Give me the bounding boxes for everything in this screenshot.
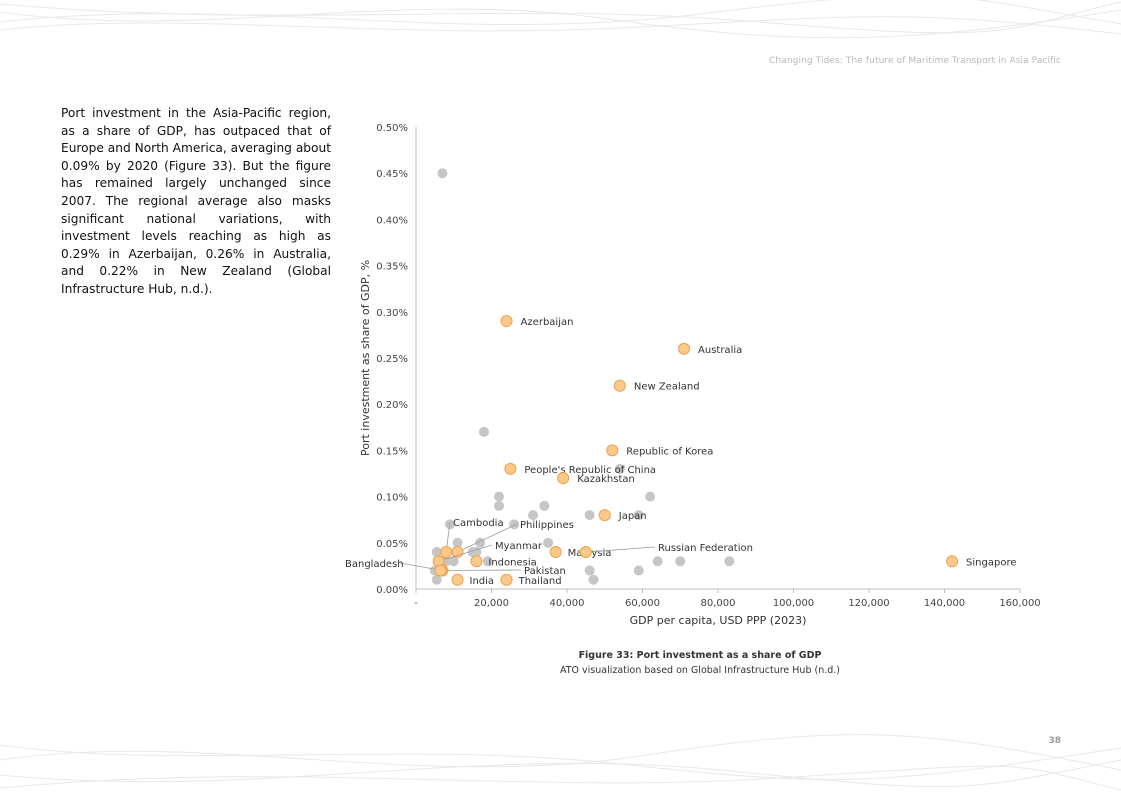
highlight-point <box>470 555 483 568</box>
figure-caption-source: ATO visualization based on Global Infras… <box>559 665 841 676</box>
highlight-point <box>557 472 570 485</box>
data-point <box>584 510 595 521</box>
data-point <box>588 574 599 585</box>
point-label: Azerbaijan <box>521 317 574 328</box>
point-label: Thailand <box>518 576 562 587</box>
highlight-point <box>946 555 959 568</box>
header-title: Changing Tides: The future of Maritime T… <box>769 56 1061 66</box>
data-point <box>645 491 656 502</box>
point-label: Australia <box>698 345 742 356</box>
highlight-point <box>440 546 453 559</box>
x-tick-label: 40,000 <box>550 598 585 609</box>
x-tick-label: 120,000 <box>848 598 889 609</box>
point-label: Japan <box>618 511 647 522</box>
data-point <box>614 463 625 474</box>
point-label: Cambodia <box>453 518 504 529</box>
x-tick-label: 160,000 <box>999 598 1040 609</box>
point-label: New Zealand <box>634 382 700 393</box>
figure-caption-title: Figure 33: Port investment as a share of… <box>578 650 822 661</box>
y-tick-label: 0.00% <box>376 585 408 596</box>
x-tick-label: 60,000 <box>625 598 660 609</box>
x-axis-label: GDP per capita, USD PPP (2023) <box>630 614 807 627</box>
point-label: Indonesia <box>488 557 536 568</box>
y-tick-label: 0.15% <box>376 446 408 457</box>
data-point <box>478 426 489 437</box>
data-point <box>675 556 686 567</box>
data-point <box>509 519 520 530</box>
highlight-point <box>504 462 517 475</box>
point-label: Kazakhstan <box>577 474 635 485</box>
scatter-chart: 0.00% 0.05% 0.10% 0.15% 0.20% 0.25% 0.30% 0.35%… <box>345 123 1041 627</box>
data-point <box>437 168 448 179</box>
highlight-point <box>451 573 464 586</box>
x-tick-label: 140,000 <box>924 598 965 609</box>
data-point <box>494 491 505 502</box>
point-label: Philippines <box>520 520 574 531</box>
point-label: Russian Federation <box>658 543 753 554</box>
point-label: Singapore <box>966 557 1016 568</box>
point-label: People's Republic of China <box>524 465 656 476</box>
y-tick-label: 0.25% <box>376 354 408 365</box>
highlight-point <box>434 564 447 577</box>
highlight-point <box>598 509 611 522</box>
page-number: 38 <box>1048 736 1061 746</box>
leader-line <box>585 546 656 553</box>
point-label: Bangladesh <box>345 559 404 570</box>
data-point <box>482 556 493 567</box>
highlight-point <box>549 546 562 559</box>
highlight-point <box>500 315 513 328</box>
data-point <box>584 565 595 576</box>
y-tick-label: 0.40% <box>376 215 408 226</box>
point-label: Republic of Korea <box>626 446 713 457</box>
y-tick-label: 0.05% <box>376 539 408 550</box>
x-tick-label: 80,000 <box>701 598 736 609</box>
body-paragraph: Port investment in the Asia-Pacific regi… <box>61 106 331 296</box>
highlight-point <box>579 546 592 559</box>
leader-line <box>438 544 493 562</box>
highlight-point <box>613 379 626 392</box>
y-tick-label: 0.50% <box>376 123 408 134</box>
y-axis-label: Port investment as share of GDP, % <box>359 260 372 456</box>
y-tick-label: 0.30% <box>376 308 408 319</box>
data-point <box>543 537 554 548</box>
data-point <box>633 565 644 576</box>
leader-line <box>457 523 518 553</box>
y-tick-label: 0.45% <box>376 169 408 180</box>
y-tick-label: 0.10% <box>376 493 408 504</box>
data-point <box>539 500 550 511</box>
x-tick-label: 20,000 <box>474 598 509 609</box>
y-tick-label: 0.35% <box>376 262 408 273</box>
data-point <box>528 510 539 521</box>
data-point <box>724 556 735 567</box>
data-point <box>633 510 644 521</box>
leader-line <box>440 569 522 571</box>
data-point <box>494 500 505 511</box>
data-point <box>471 547 482 558</box>
highlight-point <box>500 573 513 586</box>
data-point <box>652 556 663 567</box>
x-tick-label: - <box>414 598 418 609</box>
highlight-point <box>678 342 691 355</box>
data-point <box>448 556 459 567</box>
point-label: Myanmar <box>495 541 543 552</box>
highlight-point <box>606 444 619 457</box>
data-point <box>431 574 442 585</box>
point-label: India <box>470 576 495 587</box>
data-point <box>431 547 442 558</box>
x-tick-label: 100,000 <box>773 598 814 609</box>
point-label: Pakistan <box>524 566 566 577</box>
data-point <box>452 537 463 548</box>
y-tick-label: 0.20% <box>376 400 408 411</box>
